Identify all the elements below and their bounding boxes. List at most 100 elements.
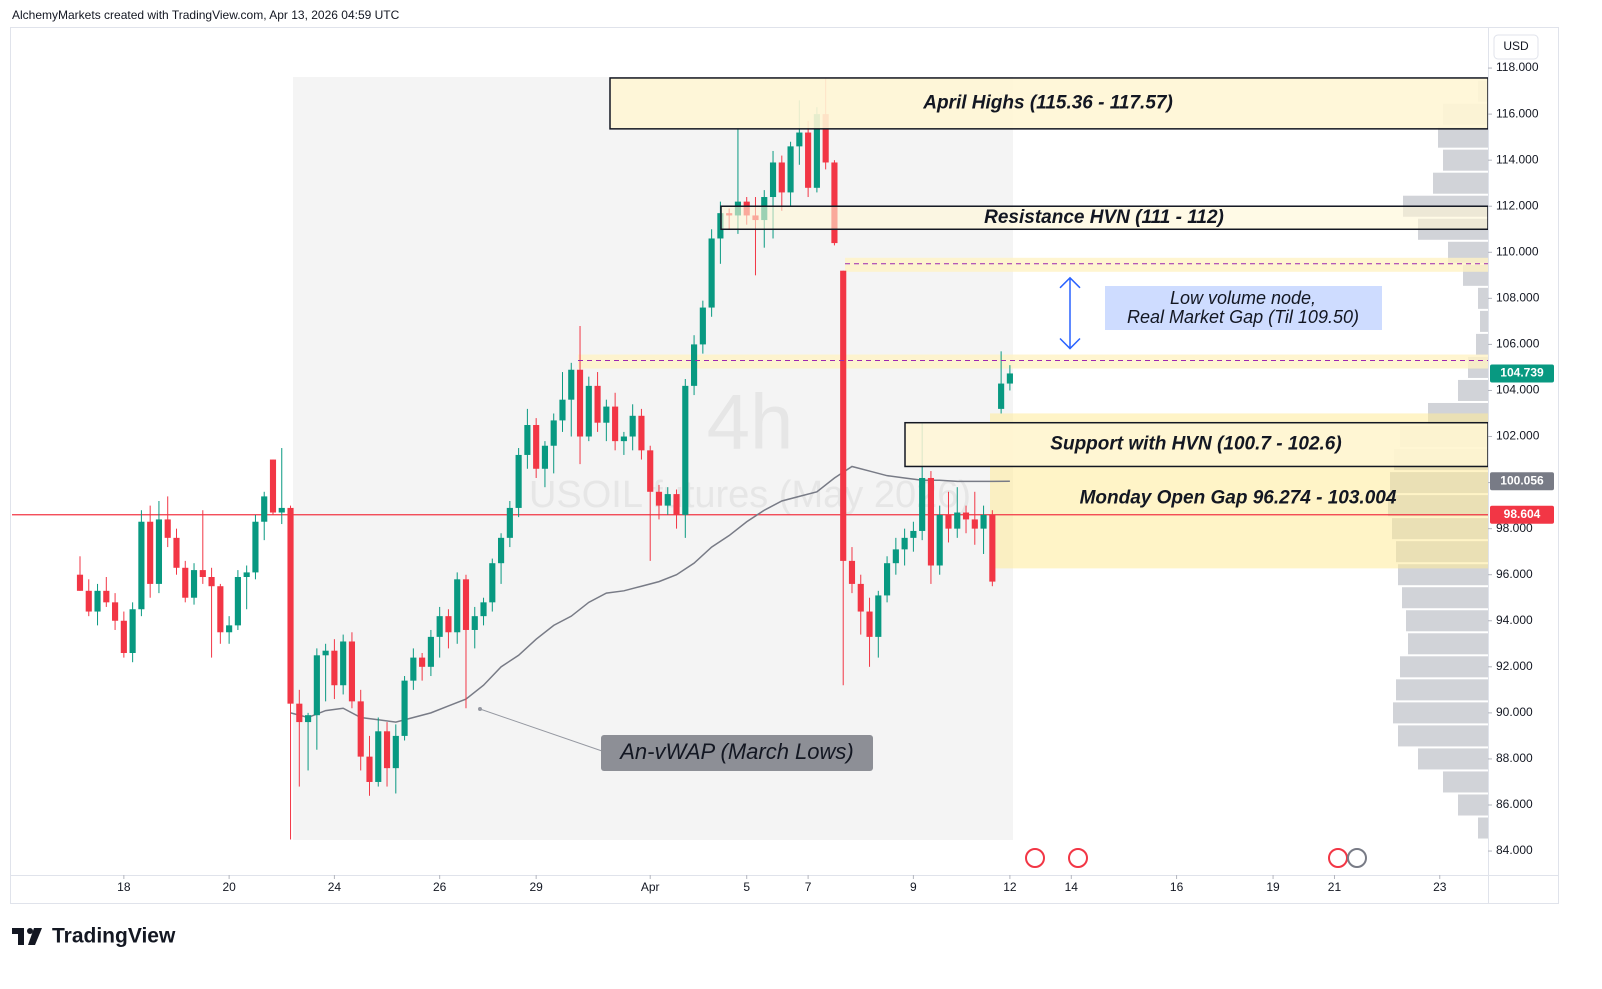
candle-body (945, 514, 952, 529)
candle-body (971, 519, 978, 529)
candle-body (278, 507, 285, 513)
candle-body (533, 425, 540, 469)
candle-body (910, 530, 917, 538)
x-tick-label: 18 (117, 880, 131, 894)
volume-profile-bar (1458, 794, 1488, 816)
lvn-band (578, 354, 1488, 369)
candle-body (568, 369, 575, 400)
candle-body (919, 477, 926, 531)
y-tick-label: 114.000 (1496, 152, 1539, 166)
candle-body (392, 735, 399, 769)
event-icon[interactable] (1068, 848, 1088, 868)
x-tick-label: 20 (222, 880, 236, 894)
candle-body (269, 459, 277, 513)
event-icon[interactable] (1328, 848, 1348, 868)
volume-profile-bar (1408, 633, 1488, 655)
lvn-arrow (1059, 276, 1081, 350)
candle-body (778, 162, 785, 193)
currency-box[interactable] (1493, 34, 1539, 60)
candle-body (822, 114, 829, 163)
candle-body (226, 625, 233, 633)
event-icon[interactable] (1347, 848, 1367, 868)
price-tag (1490, 364, 1554, 383)
header: AlchemyMarkets created with TradingView.… (12, 8, 400, 22)
vwap-line (290, 465, 1010, 723)
candle-body (85, 590, 92, 612)
candle-body (866, 611, 873, 637)
volume-profile-bar (1480, 310, 1488, 332)
x-tick-label: 16 (1170, 880, 1184, 894)
vwap-label: An-vWAP (March Lows) (618, 739, 854, 764)
candle-body (892, 549, 899, 564)
y-tick-label: 106.000 (1496, 337, 1540, 351)
candle-body (980, 514, 987, 529)
candle-body (647, 450, 654, 492)
candle-body (515, 454, 522, 508)
candle-body (936, 514, 943, 566)
candle-body (498, 537, 505, 564)
candle-body (480, 602, 487, 617)
candle-body (340, 641, 347, 686)
candle-body (954, 512, 961, 529)
price-tag (1490, 505, 1554, 524)
candle-body (331, 650, 338, 686)
candle-body (138, 521, 145, 610)
logo-mark (27, 928, 33, 934)
candle-body (375, 731, 382, 782)
volume-profile-bar (1398, 725, 1488, 747)
price-tag-label: 104.739 (1500, 366, 1544, 380)
candle-body (673, 494, 680, 515)
candle-body (769, 162, 777, 198)
candle-body (559, 399, 566, 421)
candle-body (401, 680, 408, 736)
y-tick-label: 104.000 (1496, 383, 1540, 397)
candle-body (550, 420, 557, 446)
candle-body (691, 344, 698, 386)
candle-body (217, 586, 224, 633)
volume-profile-bar (1400, 656, 1488, 678)
x-tick-label: 26 (433, 880, 447, 894)
vwap-anchor (478, 707, 482, 711)
candle-body (927, 477, 935, 566)
volume-profile-bar (1433, 172, 1488, 194)
x-tick-label: 19 (1266, 880, 1280, 894)
candle-body (445, 616, 452, 633)
candle-body (594, 385, 601, 423)
zone (609, 77, 1489, 130)
candle-body (541, 445, 549, 469)
x-tick-label: 21 (1328, 880, 1342, 894)
candle-body (173, 537, 180, 568)
candle-body (699, 307, 706, 345)
candle-body (585, 385, 592, 437)
candle-body (875, 595, 882, 637)
candle-body (787, 146, 794, 193)
event-icon[interactable] (1025, 848, 1045, 868)
candle-body (638, 415, 645, 451)
candle-body (848, 560, 856, 584)
candle-body (76, 574, 84, 591)
candle-body (252, 521, 259, 573)
y-tick-label: 102.000 (1496, 429, 1540, 443)
vwap-label-box (601, 735, 873, 771)
watermark: 4h USOIL futures (May 2026) (529, 378, 971, 516)
candle-body (796, 132, 803, 147)
logo: TradingView (12, 925, 176, 948)
frame (10, 27, 1559, 904)
candle-body (208, 577, 215, 587)
candle-body (840, 270, 847, 561)
footer-logo: TradingView (52, 925, 176, 948)
candle-body (287, 507, 294, 704)
candle-body (243, 572, 250, 578)
candle-body (620, 436, 627, 442)
candle-body (1006, 373, 1013, 384)
candle-body (603, 406, 610, 423)
x-tick-label: 23 (1433, 880, 1447, 894)
y-tick-label: 90.000 (1496, 705, 1533, 719)
candle-body (708, 238, 715, 308)
volume-profile-bar (1443, 771, 1488, 793)
volume-profile-bar (1438, 126, 1488, 148)
volume-profile-bar (1448, 241, 1488, 263)
candle-body (962, 512, 970, 520)
